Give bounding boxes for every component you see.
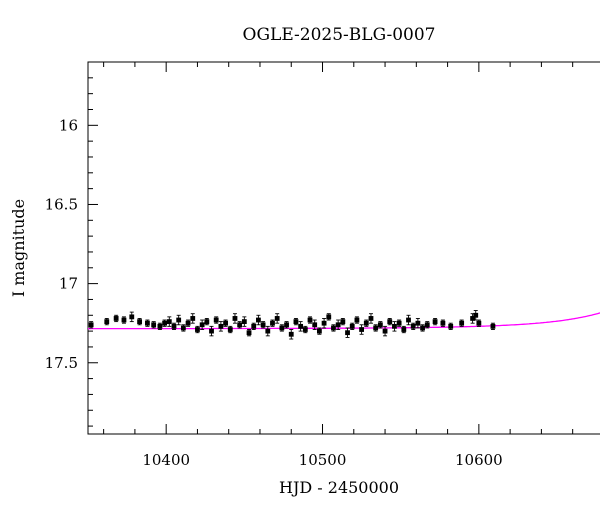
data-point <box>180 324 186 332</box>
data-point <box>185 319 191 327</box>
data-point <box>251 322 257 330</box>
data-point <box>145 319 150 327</box>
x-axis-label: HJD - 2450000 <box>279 478 399 497</box>
data-points <box>88 310 496 340</box>
data-point <box>241 316 247 327</box>
y-axis-label: I magnitude <box>9 199 28 297</box>
data-point <box>312 319 318 330</box>
data-point <box>326 313 332 321</box>
data-point <box>392 321 397 332</box>
data-point <box>354 316 360 324</box>
data-point <box>137 317 142 326</box>
data-point <box>223 319 228 327</box>
data-point <box>335 319 341 330</box>
data-point <box>410 322 416 330</box>
y-axis: 16 16.5 17 17.5 <box>45 61 98 427</box>
y-tick-label: 17.5 <box>45 354 78 372</box>
data-point <box>166 316 172 327</box>
data-point <box>293 317 299 326</box>
y-tick-label: 17 <box>59 275 78 293</box>
data-point <box>396 319 402 327</box>
data-point <box>204 317 210 326</box>
data-point <box>246 329 252 337</box>
data-point <box>424 321 430 329</box>
data-point <box>476 319 482 327</box>
plot-frame <box>87 61 600 435</box>
y-tick-label: 16.5 <box>45 195 78 213</box>
data-point <box>331 324 336 332</box>
data-point <box>171 322 177 330</box>
data-point <box>113 314 119 323</box>
data-point <box>232 313 238 324</box>
data-point <box>298 321 304 332</box>
data-point <box>274 313 280 324</box>
data-point <box>199 319 205 330</box>
data-point <box>162 319 168 327</box>
data-point <box>209 325 214 337</box>
model-curve <box>88 312 600 330</box>
data-point <box>237 321 243 329</box>
data-point <box>307 316 313 324</box>
y-tick-label: 16 <box>59 116 78 134</box>
data-point <box>227 325 233 334</box>
data-point <box>359 324 365 335</box>
data-point <box>279 324 285 332</box>
data-point <box>440 319 446 327</box>
data-point <box>88 321 94 329</box>
data-point <box>345 327 350 338</box>
data-point <box>288 329 294 340</box>
data-point <box>316 327 322 335</box>
data-point <box>340 317 346 326</box>
data-point <box>265 325 271 337</box>
data-point <box>368 313 374 324</box>
data-point <box>382 325 388 337</box>
data-point <box>373 324 379 332</box>
data-point <box>490 322 496 330</box>
data-point <box>260 321 266 329</box>
data-point <box>448 322 454 330</box>
data-point <box>387 317 393 326</box>
data-point <box>190 313 196 324</box>
data-point <box>218 321 224 332</box>
x-tick-label: 10500 <box>299 451 347 469</box>
data-point <box>377 321 383 329</box>
x-tick-label: 10400 <box>142 451 190 469</box>
data-point <box>406 314 411 326</box>
data-point <box>104 317 110 326</box>
data-point <box>415 317 421 329</box>
data-point <box>213 316 219 324</box>
x-tick-label: 10600 <box>455 451 503 469</box>
data-point <box>349 322 355 330</box>
data-point <box>420 324 425 332</box>
x-axis: 1040010500106001070010800 <box>103 62 574 469</box>
data-point <box>151 321 157 329</box>
chart-title: OGLE-2025-BLG-0007 <box>243 25 436 45</box>
data-point <box>129 311 135 323</box>
data-point <box>195 325 200 334</box>
data-point <box>157 322 163 330</box>
data-point <box>256 314 261 326</box>
data-point <box>284 321 289 329</box>
data-point <box>121 316 127 324</box>
data-point <box>270 319 275 327</box>
data-point <box>363 319 369 327</box>
data-point <box>321 317 327 329</box>
data-point <box>459 319 465 327</box>
data-point <box>432 317 438 326</box>
data-point <box>401 325 407 334</box>
data-point <box>473 310 479 321</box>
data-point <box>176 314 182 326</box>
data-point <box>302 325 308 334</box>
